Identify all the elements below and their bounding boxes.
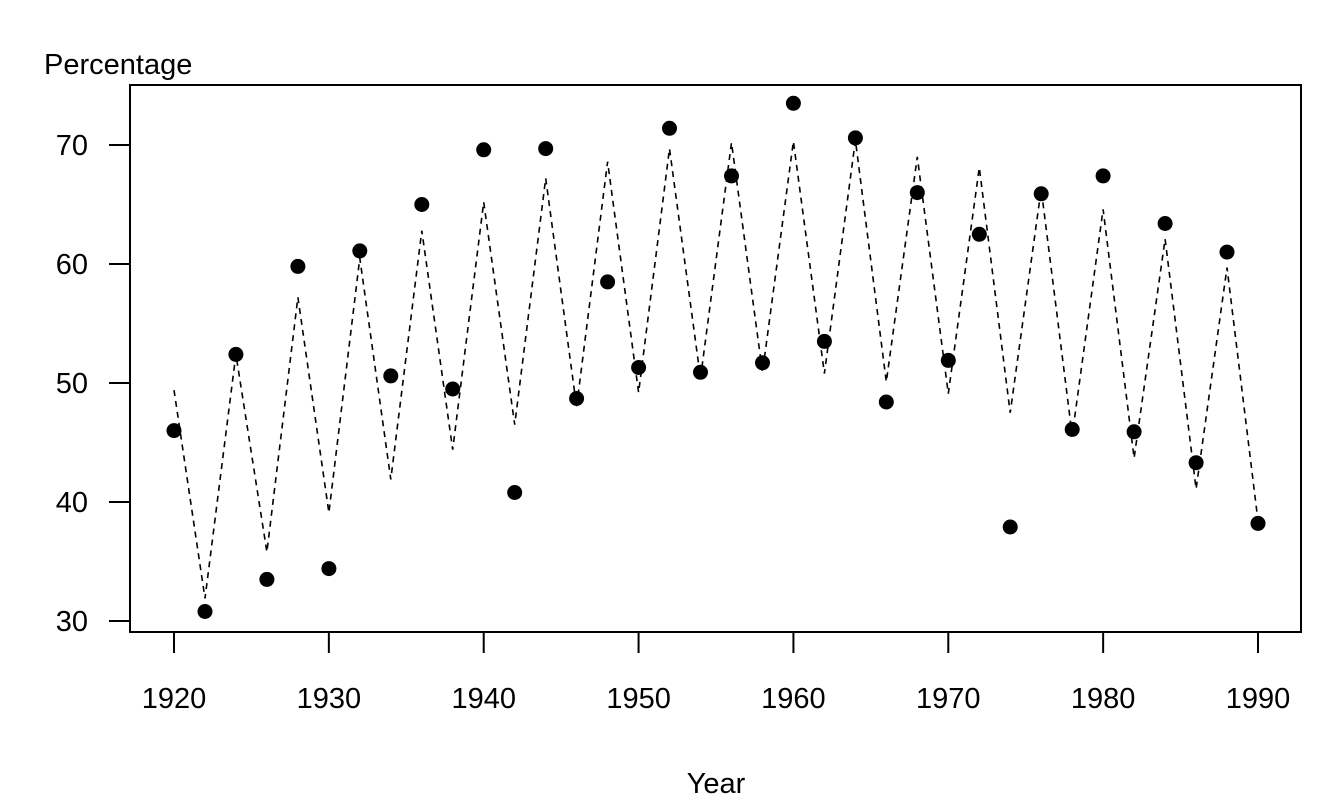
x-tick-label: 1980 — [1071, 683, 1136, 715]
plot-frame — [129, 84, 1302, 633]
data-point — [755, 355, 770, 371]
data-points — [166, 95, 1266, 619]
data-point — [693, 364, 708, 380]
data-point — [476, 142, 492, 158]
data-point — [166, 423, 182, 439]
x-axis-title: Year — [687, 768, 746, 800]
x-tick-label: 1990 — [1226, 683, 1291, 715]
fitted-line-path — [173, 140, 1259, 599]
x-axis: 1920 1930 1940 1950 1960 1970 1980 1990 — [142, 632, 1291, 715]
x-tick-label: 1930 — [297, 683, 362, 715]
data-point — [383, 368, 399, 384]
data-point — [1002, 519, 1018, 535]
data-point — [321, 561, 337, 577]
y-tick-label: 40 — [56, 487, 88, 519]
data-point — [1219, 244, 1235, 260]
data-point — [1033, 186, 1049, 202]
data-point — [847, 130, 863, 146]
y-tick-label: 60 — [56, 249, 88, 281]
data-point — [1250, 515, 1266, 531]
data-point — [197, 604, 213, 619]
y-tick-label: 50 — [56, 368, 88, 400]
data-point — [507, 485, 523, 500]
data-point — [259, 571, 275, 587]
data-point — [1064, 421, 1080, 437]
data-point — [290, 258, 306, 274]
x-tick-label: 1950 — [606, 683, 671, 715]
x-tick-label: 1960 — [761, 683, 826, 715]
data-point — [600, 274, 616, 290]
data-point — [1157, 216, 1173, 231]
fitted-dashed-line — [173, 140, 1259, 599]
data-point — [878, 394, 894, 410]
data-point — [352, 243, 368, 259]
x-tick-label: 1970 — [916, 683, 981, 715]
x-tick-label: 1920 — [142, 683, 207, 715]
data-point — [662, 120, 677, 136]
x-tick-label: 1940 — [451, 683, 516, 715]
data-point — [816, 333, 832, 349]
y-axis-title: Percentage — [44, 49, 192, 81]
data-point — [940, 352, 956, 368]
data-point — [724, 168, 739, 184]
data-point — [1126, 424, 1142, 440]
data-point — [569, 391, 585, 406]
y-tick-label: 70 — [56, 130, 88, 162]
data-point — [228, 346, 244, 362]
data-point — [971, 226, 987, 242]
data-point — [785, 95, 801, 111]
data-point — [538, 141, 554, 157]
data-point — [445, 381, 461, 397]
data-point — [1188, 455, 1204, 471]
y-tick-label: 30 — [56, 606, 88, 638]
y-axis: 30 40 50 60 70 — [56, 130, 130, 638]
data-point — [1095, 168, 1111, 184]
data-point — [414, 197, 430, 212]
data-point — [631, 360, 647, 375]
data-point — [909, 185, 925, 201]
